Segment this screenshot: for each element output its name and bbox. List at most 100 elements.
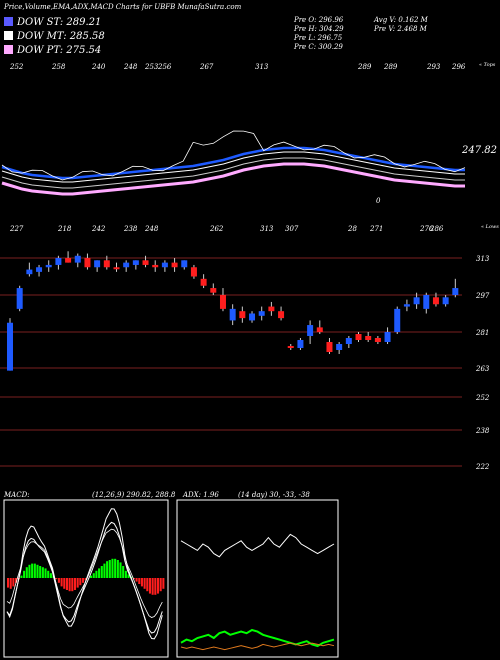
top-tick-label: 289 [383, 63, 398, 71]
pre-volume: Pre V: 2.468 M [374, 25, 427, 33]
candle-body [16, 288, 23, 309]
candle-body [278, 311, 285, 319]
adx-plus-di-line [180, 628, 335, 648]
macd-histogram-bar [138, 578, 141, 584]
macd-histogram-bar [156, 578, 160, 594]
top-tick-label: 252 [9, 63, 24, 71]
macd-histogram-bar [143, 578, 146, 589]
macd-histogram-bar [108, 560, 111, 578]
macd-histogram-bar [122, 566, 125, 578]
candle-body [103, 260, 110, 268]
price-level-label: 238 [475, 427, 490, 435]
top-tick-label: 240 [91, 63, 106, 71]
zero-label: 0 [376, 197, 381, 205]
macd-histogram-bar [162, 578, 165, 589]
macd-histogram-bar [73, 578, 77, 590]
candle-body [74, 255, 81, 263]
candle-body [365, 336, 372, 340]
candle-body [394, 308, 401, 332]
candle-body [142, 260, 149, 265]
lows-corner-label: « Lows [481, 224, 499, 230]
top-tick-label: 296 [451, 63, 466, 71]
legend-swatch [4, 31, 13, 40]
candle-body [345, 338, 352, 344]
macd-histogram-bar [124, 570, 127, 578]
candle-body [442, 297, 449, 305]
adx-minus-di-line [180, 642, 335, 651]
price-level-label: 263 [475, 365, 490, 373]
ema-white-line [1, 151, 465, 183]
low-tick-label: 271 [369, 225, 383, 233]
macd-histogram-bar [119, 562, 122, 578]
low-tick-label: 262 [209, 225, 224, 233]
macd-label: MACD: [4, 491, 30, 499]
ema-mt-line [1, 157, 465, 189]
low-tick-label: 286 [429, 225, 444, 233]
quote-low: Pre L: 296.75 [294, 34, 343, 42]
legend: DOW ST: 289.21 DOW MT: 285.58 DOW PT: 27… [4, 17, 105, 56]
macd-histogram-bar [127, 574, 130, 578]
candle-body [123, 262, 130, 268]
legend-item-dow-st: DOW ST: 289.21 [4, 17, 105, 28]
macd-histogram-bar [12, 578, 15, 587]
candle-body [171, 262, 178, 268]
candle-body [132, 260, 139, 265]
macd-histogram-bar [95, 570, 98, 578]
candle-body [161, 262, 168, 268]
price-level-label: 313 [476, 255, 490, 263]
candle-body [384, 332, 391, 342]
macd-histogram-bar [100, 566, 103, 578]
candle-body [258, 311, 265, 316]
candle-body [113, 267, 120, 270]
macd-histogram-bar [63, 578, 66, 589]
adx-label: ADX: 1.96 [183, 491, 219, 499]
macd-histogram-bar [28, 564, 31, 578]
candle-body [94, 260, 101, 268]
candle-body [36, 267, 43, 272]
candle-body [287, 346, 294, 348]
macd-histogram-bar [116, 560, 119, 578]
macd-histogram-bar [60, 578, 63, 587]
legend-item-dow-pt: DOW PT: 275.54 [4, 45, 105, 56]
macd-histogram-bar [90, 575, 93, 578]
low-tick-label: 276 [419, 225, 434, 233]
macd-histogram-bar [49, 573, 52, 578]
candle-body [45, 264, 52, 268]
macd-histogram-bar [132, 578, 135, 580]
top-tick-label: 267 [199, 63, 214, 71]
macd-histogram-bar [103, 563, 106, 578]
candle-body [413, 297, 420, 305]
macd-histogram-bar [71, 578, 74, 592]
macd-histogram-bar [57, 578, 60, 583]
candle-body [432, 297, 439, 305]
macd-extra-line [6, 528, 163, 618]
legend-label: DOW MT: 285.58 [17, 31, 105, 42]
low-tick-label: 238 [123, 225, 138, 233]
macd-histogram-bar [9, 578, 12, 589]
candle-body [423, 295, 430, 309]
candle-body [26, 269, 33, 275]
candle-body [355, 334, 362, 340]
quote-info: Pre O: 296.96 Pre H: 304.29 Pre L: 296.7… [294, 16, 344, 52]
macd-histogram-bar [106, 561, 109, 578]
macd-histogram-bar [31, 563, 34, 578]
macd-histogram-bar [140, 578, 143, 587]
ema-st-line [1, 146, 465, 180]
legend-label: DOW ST: 289.21 [17, 17, 102, 28]
macd-histogram-bar [44, 568, 47, 578]
macd-histogram-bar [135, 578, 138, 582]
candle-body [452, 288, 459, 295]
candle-body [403, 304, 410, 307]
candle-body [316, 327, 323, 332]
candle-body [200, 278, 207, 286]
adx-params: (14 day) 30, -33, -38 [238, 491, 310, 499]
candle-body [7, 322, 13, 371]
chart-title: Price,Volume,EMA,ADX,MACD Charts for UBF… [4, 3, 242, 11]
low-tick-label: 227 [9, 225, 24, 233]
macd-histogram-bar [23, 570, 26, 578]
macd-histogram-bar [55, 578, 58, 580]
top-tick-label: 258 [51, 63, 66, 71]
candle-body [249, 313, 256, 321]
avg-volume: Avg V: 0.162 M [374, 16, 428, 24]
candle-body [152, 264, 159, 268]
